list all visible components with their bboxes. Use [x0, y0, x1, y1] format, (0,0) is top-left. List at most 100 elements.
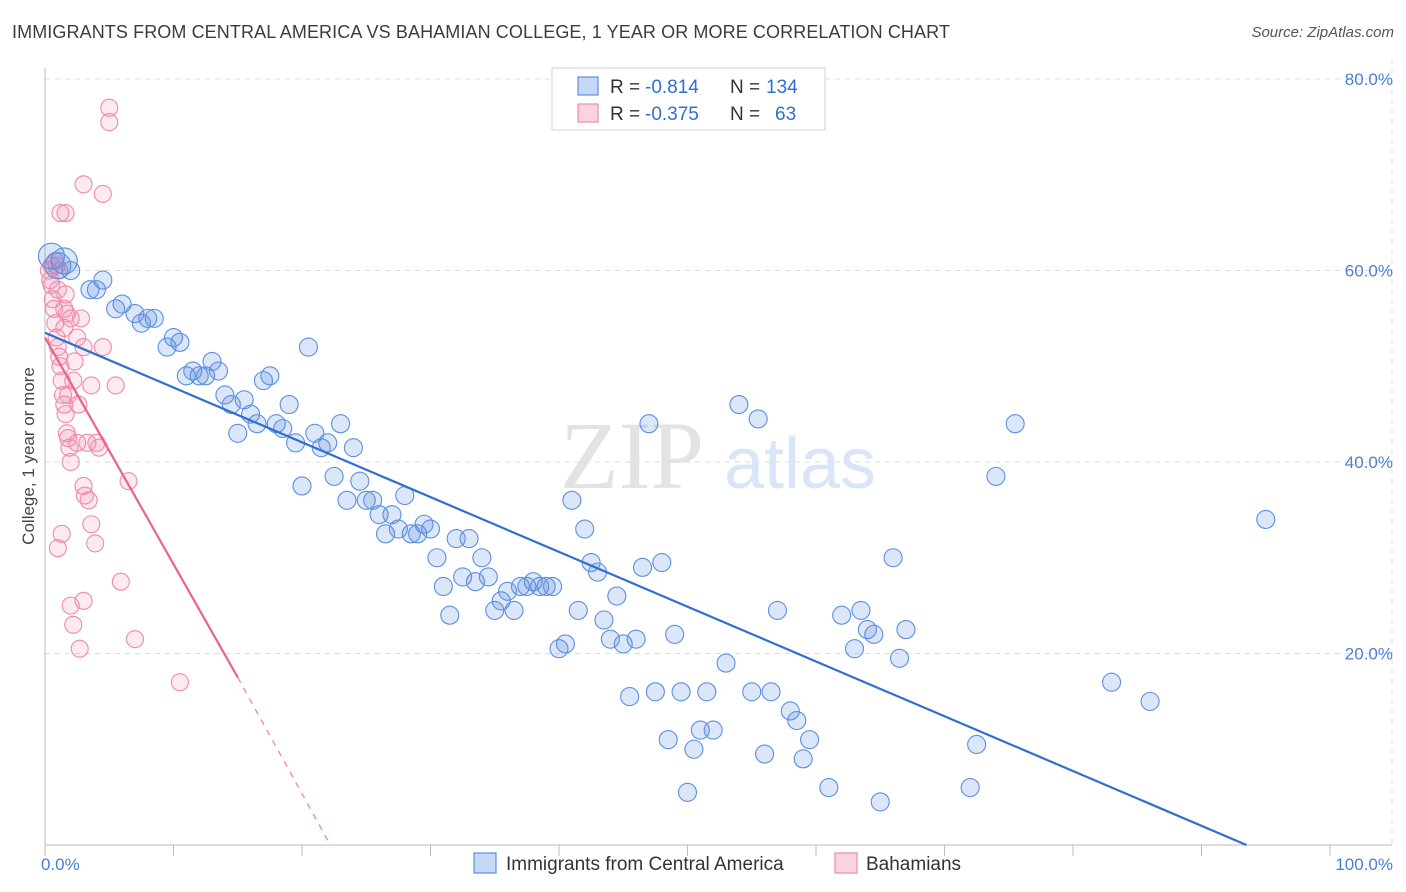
central-america-point: [767, 600, 788, 620]
central-america-point: [453, 567, 473, 587]
central-america-point: [350, 471, 370, 491]
legend-r-label-2: R =: [610, 104, 640, 125]
central-america-point: [729, 394, 749, 415]
central-america-point: [408, 524, 428, 544]
legend-n-value-2: 63: [775, 104, 796, 125]
central-america-point: [478, 567, 498, 587]
series-legend-label-blue: Immigrants from Central America: [506, 854, 784, 875]
central-america-point: [491, 591, 511, 611]
central-america-point: [652, 552, 672, 573]
central-america-point: [620, 687, 640, 707]
correlation-legend: R = -0.814 N = 134 R = -0.375 N = 63: [551, 67, 826, 131]
bahamians-trend-line: [44, 336, 239, 678]
central-america-point: [498, 581, 518, 601]
bahamians-point: [53, 385, 73, 405]
central-america-point: [594, 610, 614, 630]
y-tick-label: 20.0%: [1345, 645, 1393, 664]
central-america-point: [967, 734, 987, 755]
central-america-point: [883, 548, 903, 568]
central-america-point: [716, 653, 736, 673]
central-america-point: [626, 629, 646, 649]
central-america-point: [1256, 509, 1276, 530]
central-america-point: [632, 557, 653, 577]
central-america-point: [388, 519, 408, 539]
legend-r-value-2: -0.375: [645, 104, 699, 125]
central-america-point: [337, 490, 357, 510]
central-america-point: [703, 720, 723, 740]
bahamians-point: [56, 285, 75, 304]
central-america-point: [202, 351, 222, 372]
central-america-point: [61, 260, 81, 281]
watermark-atlas: atlas: [724, 424, 876, 504]
central-america-point: [465, 572, 486, 592]
central-america-point: [279, 394, 299, 415]
axes: [44, 68, 1392, 856]
series-legend: Immigrants from Central America Bahamian…: [473, 852, 961, 875]
central-america-point: [93, 270, 113, 290]
central-america-points: [37, 242, 1276, 812]
central-america-point: [504, 600, 524, 620]
central-america-point: [305, 423, 325, 443]
bahamians-point: [82, 515, 101, 534]
central-america-point: [864, 624, 884, 644]
central-america-point: [986, 466, 1006, 486]
central-america-point: [86, 280, 106, 300]
bahamians-point: [65, 352, 84, 371]
central-america-point: [1140, 691, 1160, 711]
central-america-point: [260, 366, 280, 386]
y-tick-label: 40.0%: [1345, 453, 1393, 472]
central-america-point: [125, 304, 145, 324]
central-america-point: [324, 466, 344, 486]
central-america-point: [755, 744, 775, 764]
bahamians-point: [61, 452, 80, 472]
bahamians-point: [111, 572, 130, 591]
central-america-point: [677, 782, 698, 802]
central-america-point: [960, 777, 980, 798]
central-america-point: [510, 576, 531, 597]
central-america-point: [787, 710, 807, 731]
legend-swatch-pink: [577, 103, 599, 123]
tick-labels: 20.0% 40.0% 60.0% 80.0% 0.0% 100.0%: [41, 70, 1393, 874]
central-america-point: [568, 600, 588, 620]
central-america-point: [536, 576, 556, 597]
central-america-point: [658, 730, 678, 750]
central-america-point: [562, 490, 582, 510]
central-america-point: [375, 524, 396, 544]
central-america-point: [189, 366, 209, 386]
watermark-zip: ZIP: [560, 402, 704, 509]
x-tick-label-min: 0.0%: [41, 855, 80, 874]
central-america-point: [234, 390, 254, 410]
legend-swatch-blue: [577, 76, 599, 96]
central-america-point: [228, 423, 248, 443]
central-america-point: [427, 548, 447, 568]
bahamians-point: [59, 429, 78, 448]
central-america-point: [896, 620, 916, 640]
grid-lines: [45, 59, 1393, 845]
x-tick-label-max: 100.0%: [1335, 855, 1393, 874]
bahamians-point: [70, 639, 89, 658]
central-america-point: [793, 749, 813, 769]
series-legend-label-pink: Bahamians: [866, 854, 961, 875]
central-america-point: [800, 730, 820, 750]
central-america-point: [472, 548, 492, 568]
central-america-point: [50, 247, 78, 275]
central-america-point: [356, 490, 376, 510]
bahamians-point: [100, 98, 119, 117]
central-america-point: [607, 586, 627, 606]
legend-n-label-2: N =: [730, 104, 760, 125]
central-america-point: [684, 739, 704, 759]
series-legend-swatch-blue: [473, 852, 497, 874]
y-axis-title: College, 1 year or more: [19, 367, 38, 545]
bahamians-point: [51, 204, 70, 223]
central-america-point: [761, 682, 781, 702]
central-america-point: [543, 576, 563, 597]
central-america-point: [208, 361, 229, 381]
bahamians-point: [125, 630, 144, 649]
central-america-trend-line: [44, 331, 1247, 847]
bahamians-point: [93, 184, 112, 203]
central-america-point: [819, 777, 839, 798]
bahamians-point: [74, 476, 93, 495]
central-america-point: [851, 600, 871, 620]
watermark: ZIP atlas: [560, 402, 876, 509]
